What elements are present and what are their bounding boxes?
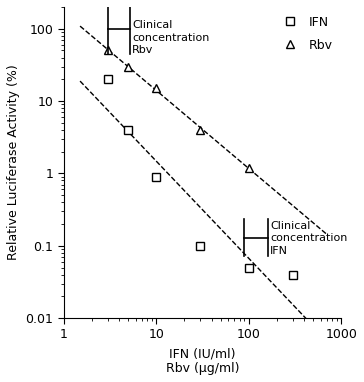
Text: Clinical
concentration
Rbv: Clinical concentration Rbv (132, 21, 210, 55)
Text: Clinical
concentration
IFN: Clinical concentration IFN (270, 221, 347, 256)
X-axis label: IFN (IU/ml)
Rbv (μg/ml): IFN (IU/ml) Rbv (μg/ml) (166, 347, 239, 375)
Y-axis label: Relative Luciferase Activity (%): Relative Luciferase Activity (%) (7, 65, 20, 261)
Legend: IFN, Rbv: IFN, Rbv (274, 13, 335, 54)
